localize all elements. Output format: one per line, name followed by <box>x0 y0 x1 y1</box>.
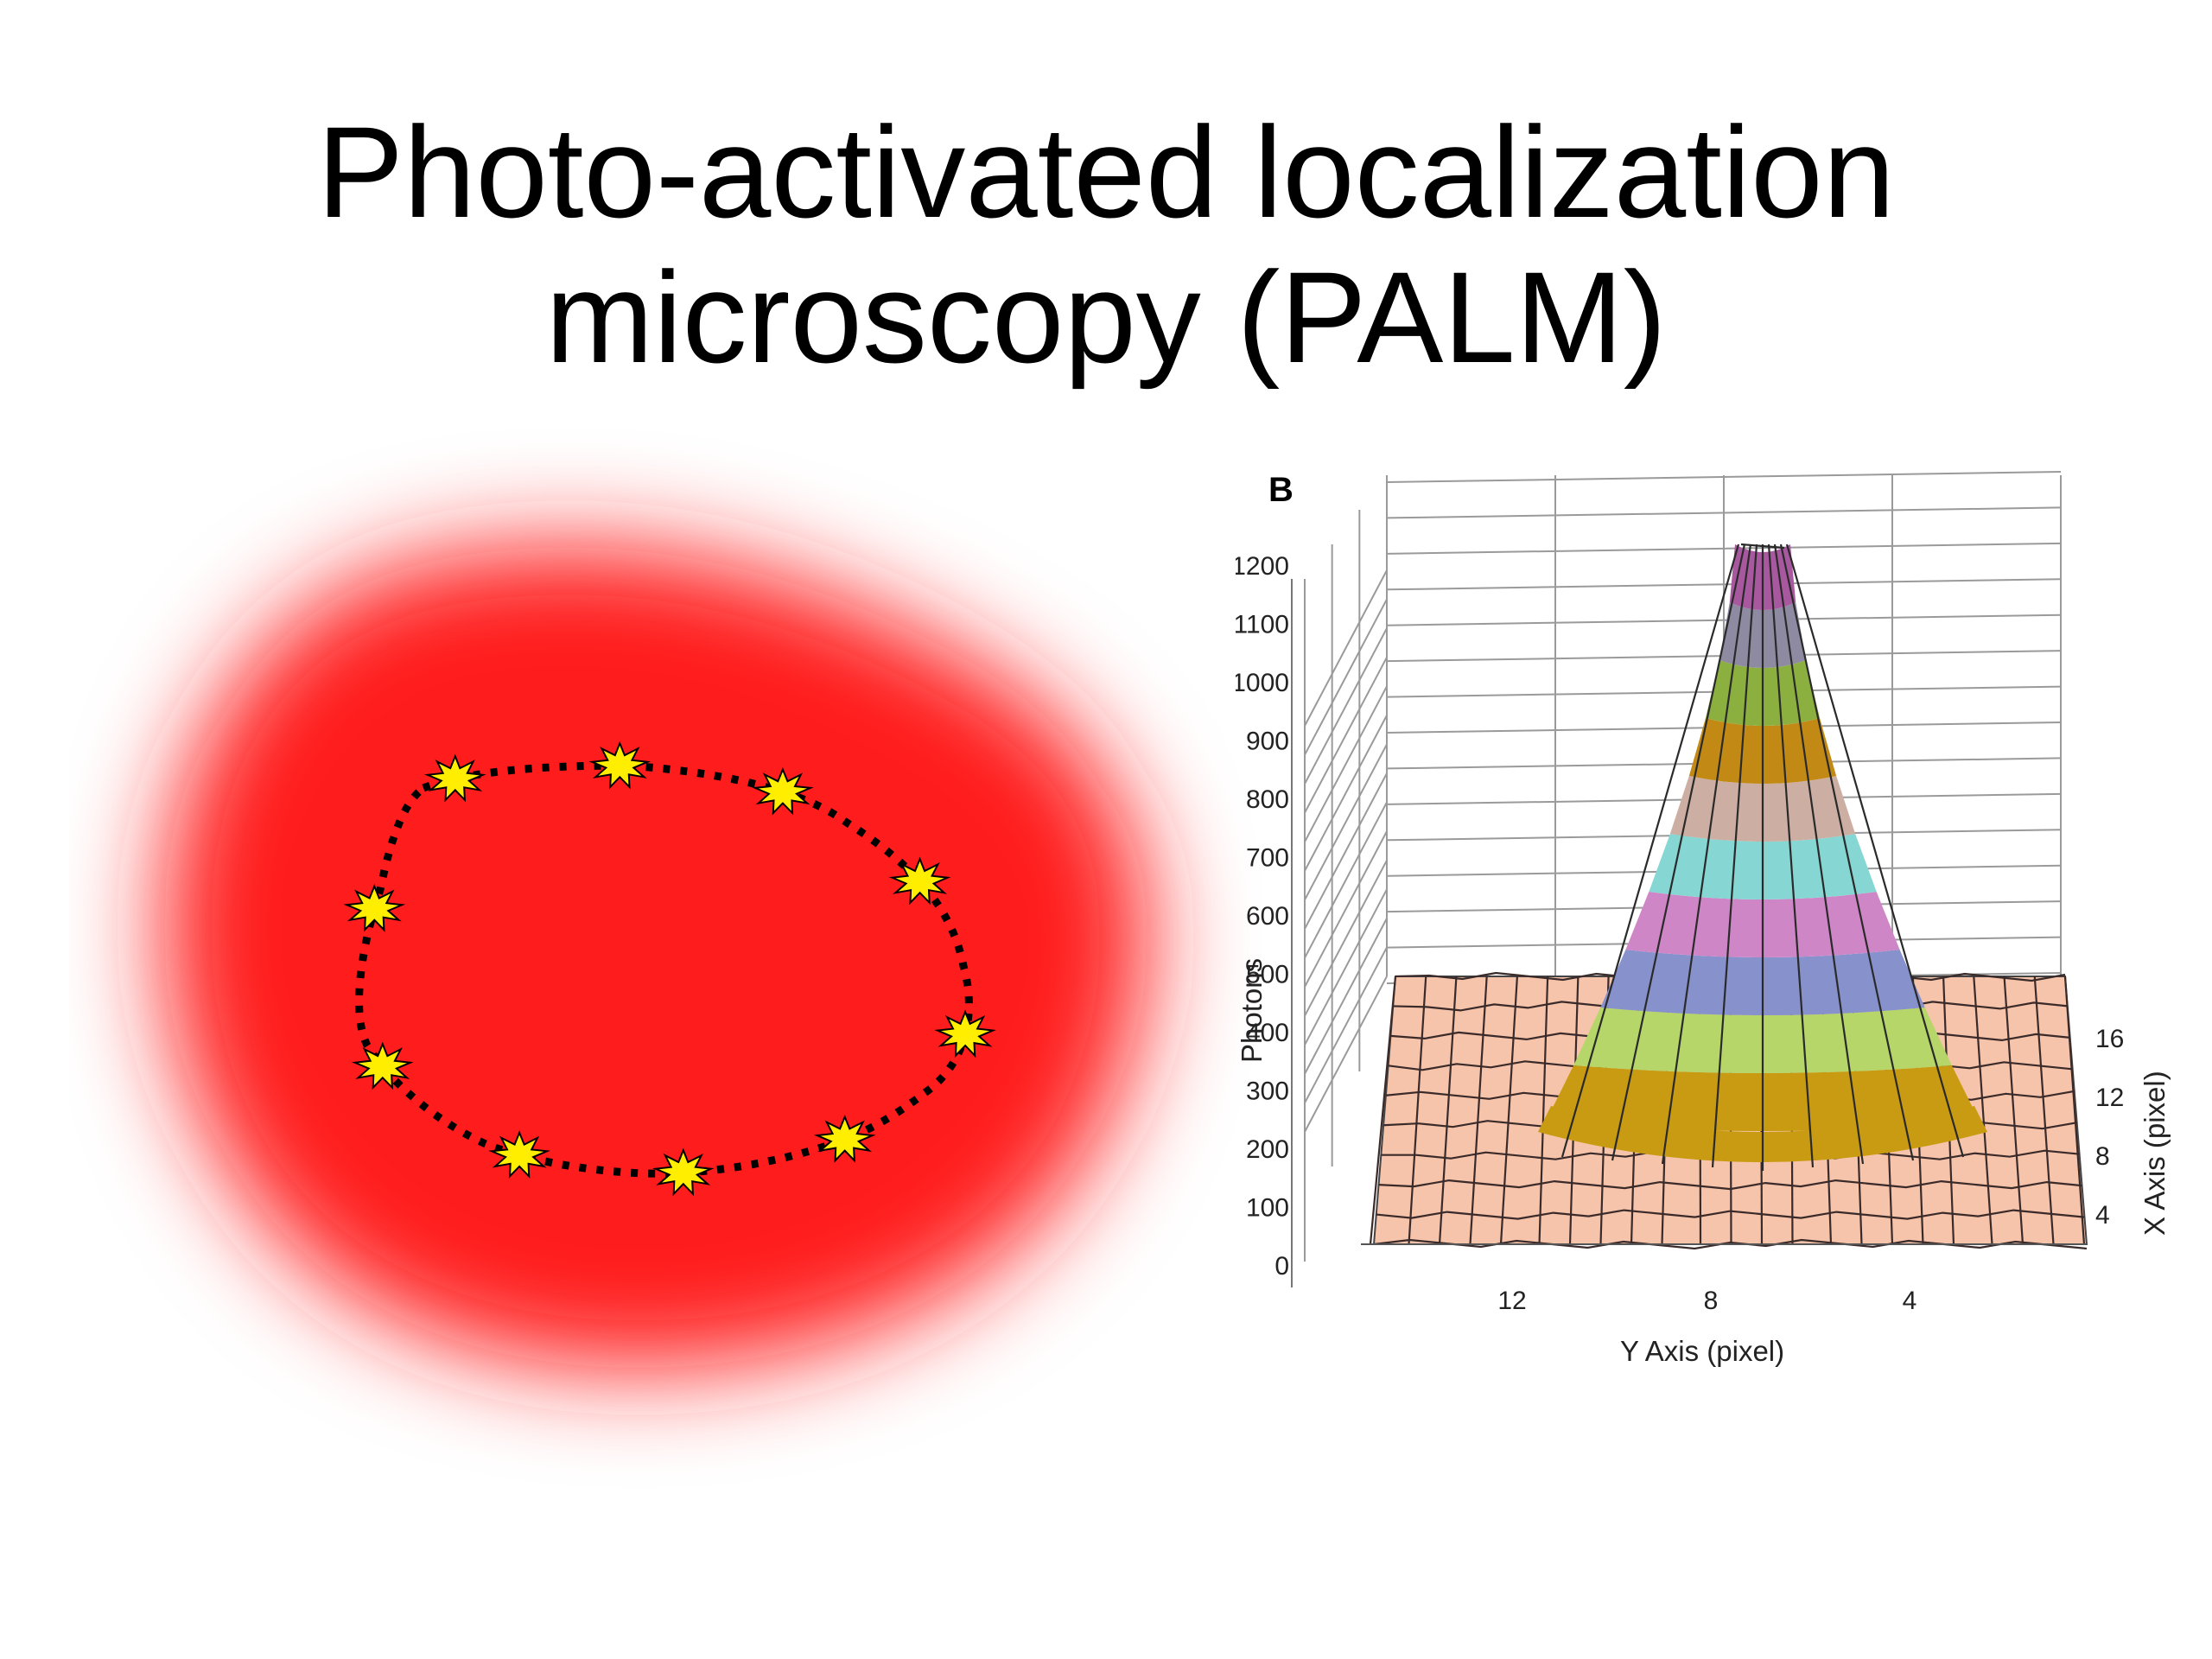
grid-line <box>1304 976 1388 1133</box>
grid-line <box>1304 918 1388 1075</box>
tick-label: 800 <box>1246 785 1289 814</box>
tick-label: 100 <box>1246 1194 1289 1223</box>
fluorophore-group <box>343 741 997 1197</box>
cell-diagram-svg <box>163 546 1148 1370</box>
fluorophore-icon <box>423 753 486 803</box>
grid-line <box>1304 599 1388 756</box>
mesh-line <box>1469 976 1488 1245</box>
fluorophore-icon <box>343 884 406 932</box>
tick-label: 4 <box>2095 1201 2110 1230</box>
fluorophore-icon <box>588 741 652 790</box>
red-cell-glow <box>163 546 1148 1370</box>
z-axis-ticks: 0 100 200 300 400 500 600 700 800 900 1000 1100 1200 <box>1236 552 1289 1281</box>
tick-label: 16 <box>2095 1025 2124 1053</box>
panel-letter-b: B <box>1268 471 1294 509</box>
tick-label: 8 <box>1704 1287 1719 1315</box>
grid-line <box>1304 569 1388 727</box>
title-line-1: Photo-activated localization <box>316 99 1896 245</box>
tick-label: 700 <box>1246 844 1289 873</box>
mesh-line <box>1740 543 1785 550</box>
mesh-line <box>1408 976 1427 1245</box>
photon-surface-plot: B 0 100 200 300 400 500 600 700 800 900 1000 1100 12… <box>1236 458 2195 1417</box>
mesh-line <box>1499 976 1519 1245</box>
grid-line <box>1304 685 1388 842</box>
tick-label: 900 <box>1246 728 1289 756</box>
tick-label: 0 <box>1274 1252 1289 1281</box>
tick-label: 1200 <box>1236 552 1289 581</box>
grid-line <box>1304 715 1388 872</box>
grid-line <box>1304 860 1388 1017</box>
tick-label: 12 <box>2095 1084 2124 1112</box>
tick-label: 1000 <box>1236 669 1289 697</box>
y-axis-ticks: 12 8 4 <box>1497 1287 1916 1315</box>
grid-line <box>1304 830 1388 988</box>
grid-line <box>1304 888 1388 1046</box>
mesh-line <box>2033 976 2055 1245</box>
grid-line <box>1304 802 1388 959</box>
photon-plot-svg: B 0 100 200 300 400 500 600 700 800 900 1000 1100 12… <box>1236 471 2171 1367</box>
tick-label: 1100 <box>1236 611 1289 639</box>
grid-line <box>1304 657 1388 814</box>
grid-line <box>1304 772 1388 930</box>
tick-label: 8 <box>2095 1142 2110 1171</box>
x-axis-label: X Axis (pixel) <box>2139 1071 2171 1236</box>
peak-mesh <box>1560 543 1965 1171</box>
tick-label: 400 <box>1246 1019 1289 1047</box>
fluorophore-icon <box>934 1009 997 1058</box>
fluorophore-icon <box>351 1041 414 1090</box>
tick-label: 500 <box>1246 961 1289 989</box>
tick-label: 600 <box>1246 902 1289 931</box>
fluorophore-icon <box>888 856 951 906</box>
fluorophore-icon <box>488 1130 551 1179</box>
mesh-line <box>1773 543 1865 1165</box>
mesh-line <box>2063 976 2086 1245</box>
grid-line <box>1304 627 1388 785</box>
mesh-line <box>2003 976 2024 1245</box>
fluorophore-icon <box>813 1114 876 1163</box>
mesh-line <box>1611 543 1746 1161</box>
slide-title: Photo-activated localization microscopy … <box>0 99 2212 390</box>
tick-label: 300 <box>1246 1077 1289 1106</box>
mesh-line <box>1438 976 1458 1245</box>
x-axis-ticks: 16 12 8 4 <box>2095 1025 2124 1230</box>
grid-line <box>1304 743 1388 900</box>
y-axis-label: Y Axis (pixel) <box>1620 1335 1784 1367</box>
red-cell <box>163 546 1148 1370</box>
mesh-line <box>1785 543 1965 1158</box>
mesh-line <box>1369 976 1397 1245</box>
mesh-line <box>1560 543 1740 1158</box>
mesh-line <box>1779 543 1915 1161</box>
tick-label: 4 <box>1903 1287 1917 1315</box>
fluorophore-icon <box>751 766 814 816</box>
mesh-line <box>1661 543 1752 1165</box>
mesh-line <box>1973 976 1993 1245</box>
tick-label: 200 <box>1246 1135 1289 1164</box>
mesh-line <box>1711 543 1758 1168</box>
cell-diagram <box>69 406 1262 1495</box>
grid-line <box>1304 946 1388 1103</box>
mesh-line <box>1538 976 1549 1245</box>
tick-label: 12 <box>1497 1287 1526 1315</box>
mesh-line <box>1767 543 1815 1168</box>
title-line-2: microscopy (PALM) <box>545 245 1667 390</box>
z-axis-label: Photons <box>1236 958 1268 1063</box>
fluorophore-icon <box>652 1147 715 1197</box>
